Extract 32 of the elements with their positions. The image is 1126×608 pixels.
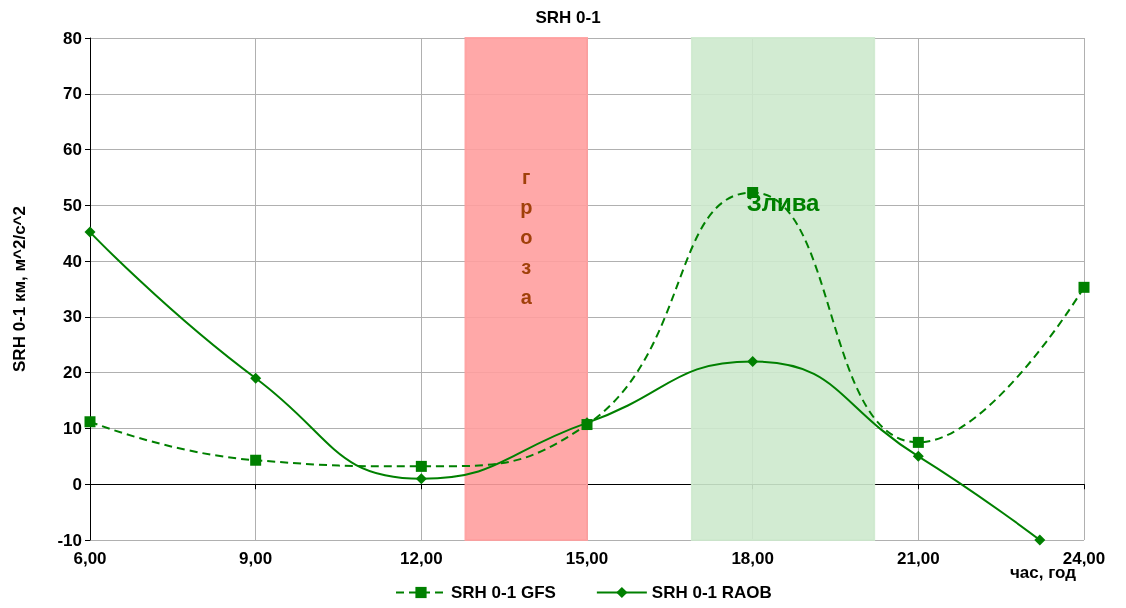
- x-tick-label: 18,00: [731, 549, 774, 568]
- y-tick-label: 30: [63, 307, 82, 327]
- point: [84, 416, 96, 428]
- point: [912, 450, 924, 462]
- y-tick-label: 10: [63, 418, 82, 438]
- x-tick-label: 21,00: [897, 549, 940, 568]
- x-tick-label: 6,00: [73, 549, 107, 568]
- point: [250, 454, 262, 466]
- point: [912, 436, 924, 448]
- point: [1078, 281, 1090, 293]
- y-tick-label: 80: [63, 28, 82, 48]
- x-tick-label: 12,00: [400, 549, 443, 568]
- y-tick-label: 40: [63, 251, 82, 271]
- y-tick-label: 20: [63, 363, 82, 383]
- point: [747, 356, 759, 368]
- y-tick-label: 70: [63, 84, 82, 104]
- x-tick-label: 15,00: [565, 549, 609, 568]
- point: [1034, 534, 1046, 546]
- y-tick-label: 0: [72, 474, 82, 494]
- band-label: гроза: [520, 166, 533, 308]
- point: [415, 473, 427, 485]
- legend-label: SRH 0-1 RAOB: [651, 583, 772, 602]
- point: [250, 372, 262, 384]
- y-tick-label: 50: [63, 195, 82, 215]
- y-axis-title: SRH 0-1 км, м^2/с^2: [10, 206, 29, 372]
- y-tick-label: -10: [57, 530, 82, 550]
- y-tick-label: 60: [63, 140, 82, 160]
- point: [415, 460, 427, 472]
- point: [84, 226, 96, 238]
- x-tick-label: 9,00: [239, 549, 273, 568]
- legend-label: SRH 0-1 GFS: [451, 583, 556, 602]
- chart-title: SRH 0-1: [535, 8, 601, 27]
